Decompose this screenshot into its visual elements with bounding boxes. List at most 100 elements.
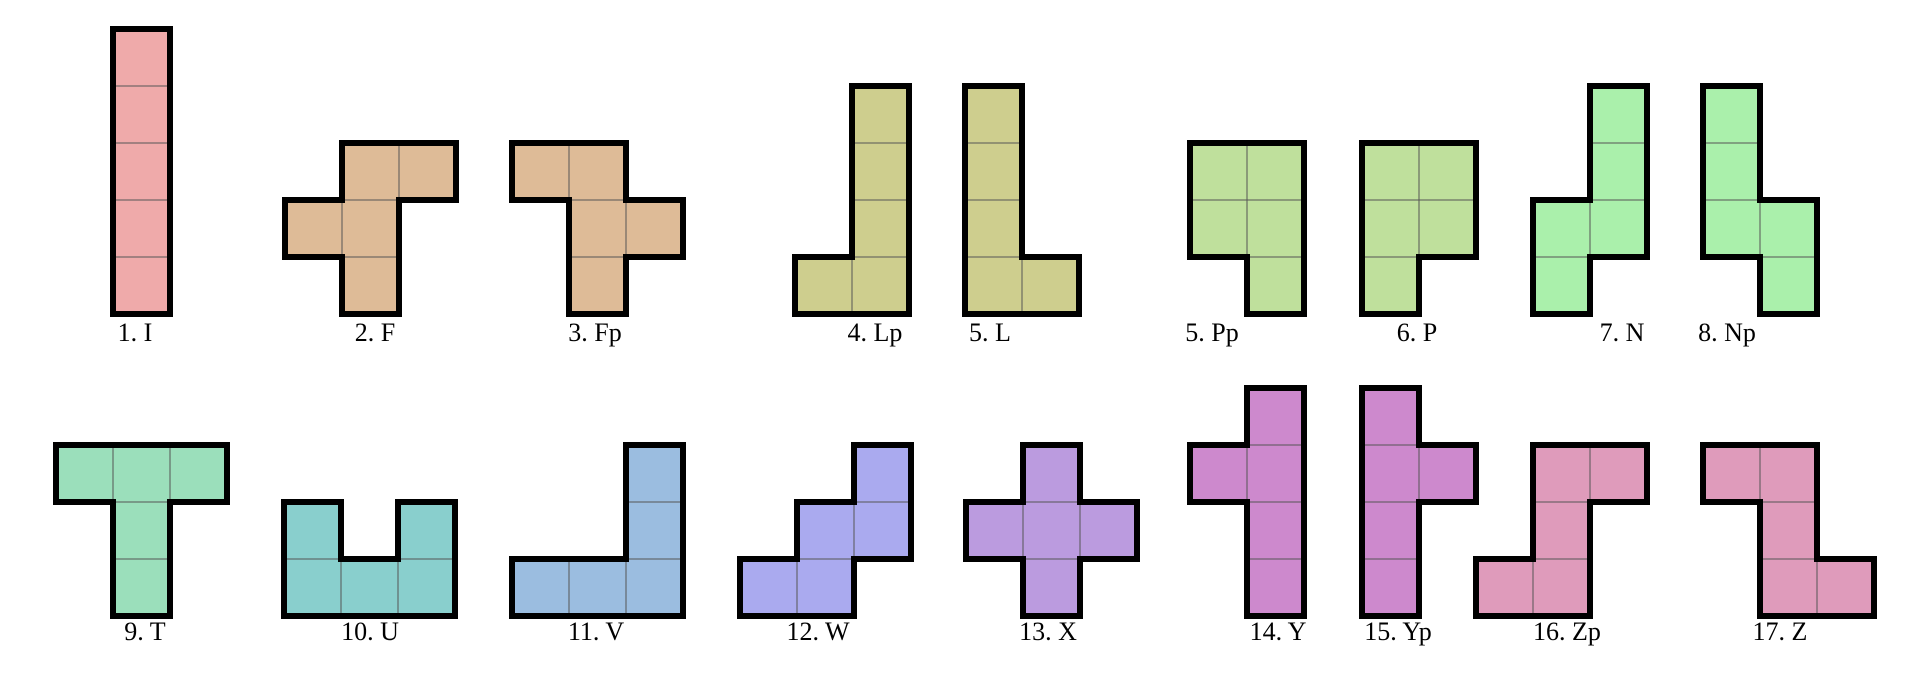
pentomino-cell [1532,501,1591,560]
pentomino-15-yp [1359,385,1479,619]
pentomino-cell [112,199,171,258]
pentomino-outline [792,83,912,317]
pentomino-label: 9. T [124,617,166,646]
pentomino-cell [964,199,1023,258]
pentomino-cell [112,28,171,87]
pentomino-cell [1702,444,1761,503]
pentomino-cell [625,558,684,617]
pentomino-cell [1532,444,1591,503]
pentomino-8-np [1700,83,1820,317]
pentomino-cell [1759,501,1818,560]
pentomino-label: 3. Fp [568,318,622,347]
pentomino-cell [1246,142,1305,201]
pentomino-cell [284,199,343,258]
pentomino-cell [964,85,1023,144]
pentomino-outline [509,442,686,619]
pentomino-outline [1359,385,1479,619]
pentomino-outline [1530,83,1650,317]
pentomino-label: 8. Np [1698,318,1756,347]
pentomino-cell [112,558,171,617]
pentomino-label: 17. Z [1752,617,1808,646]
pentomino-cell [1246,558,1305,617]
pentomino-cell [1022,558,1081,617]
pentomino-outline [1187,385,1307,619]
pentomino-4-lp [792,83,912,317]
pentomino-14-y [1187,385,1307,619]
pentomino-cell [1246,256,1305,315]
pentomino-cell [1246,444,1305,503]
pentomino-cell [568,558,627,617]
pentomino-cell [1589,142,1648,201]
pentomino-label: 13. X [1019,617,1077,646]
pentomino-cell [511,142,570,201]
pentomino-6-p [1359,140,1479,317]
pentomino-cell [568,199,627,258]
pentomino-label: 1. I [117,318,153,347]
pentomino-cell [1189,142,1248,201]
pentomino-cell [283,558,342,617]
pentomino-cell [1589,444,1648,503]
pentomino-cell [1246,199,1305,258]
pentomino-cell [112,501,171,560]
pentomino-outline [282,140,459,317]
pentomino-cell [283,501,342,560]
pentomino-label: 5. L [969,318,1011,347]
pentomino-cell [397,558,456,617]
pentomino-7-n [1530,83,1650,317]
pentomino-label: 7. N [1599,318,1645,347]
pentomino-outline [963,442,1140,619]
pentomino-label: 15. Yp [1364,617,1432,646]
pentomino-5-l [962,83,1082,317]
pentomino-cell [1532,558,1591,617]
pentomino-cell [1189,199,1248,258]
pentomino-cell [341,142,400,201]
pentomino-cell [964,256,1023,315]
pentomino-cell [1022,444,1081,503]
pentomino-cell [1816,558,1875,617]
pentomino-cell [397,501,456,560]
pentomino-16-zp [1473,442,1650,619]
pentomino-cell [625,501,684,560]
pentomino-label: 2. F [354,318,396,347]
pentomino-cell [1021,256,1080,315]
pentomino-cell [1361,444,1420,503]
pentomino-cell [112,256,171,315]
pentomino-outline [53,442,230,619]
pentomino-cell [1418,199,1477,258]
pentomino-17-z [1700,442,1877,619]
pentomino-5-pp [1187,140,1307,317]
pentomino-cell [1022,501,1081,560]
pentomino-label: 12. W [786,617,850,646]
pentomino-cell [1361,142,1420,201]
pentomino-3-fp [509,140,686,317]
pentomino-label: 16. Zp [1533,617,1601,646]
pentomino-cell [853,501,912,560]
pentomino-outline [737,442,914,619]
pentomino-13-x [963,442,1140,619]
pentomino-cell [1759,444,1818,503]
pentomino-cell [851,142,910,201]
pentomino-cell [1361,256,1420,315]
pentomino-outline [281,499,458,619]
pentomino-label: 4. Lp [847,318,903,347]
pentomino-cell [1418,142,1477,201]
pentomino-9-t [53,442,230,619]
pentomino-cell [851,199,910,258]
pentomino-cell [1589,199,1648,258]
pentomino-cell [851,256,910,315]
pentomino-outline [1700,83,1820,317]
pentomino-outline [962,83,1082,317]
pentomino-cell [341,256,400,315]
pentomino-cell [1759,199,1818,258]
pentomino-cell [55,444,114,503]
pentomino-cell [1532,256,1591,315]
pentomino-cell [1702,199,1761,258]
pentomino-10-u [281,499,458,619]
pentomino-cell [568,142,627,201]
pentomino-cell [1759,558,1818,617]
pentomino-outline [1187,140,1307,317]
pentomino-label: 10. U [341,617,399,646]
pentomino-12-w [737,442,914,619]
